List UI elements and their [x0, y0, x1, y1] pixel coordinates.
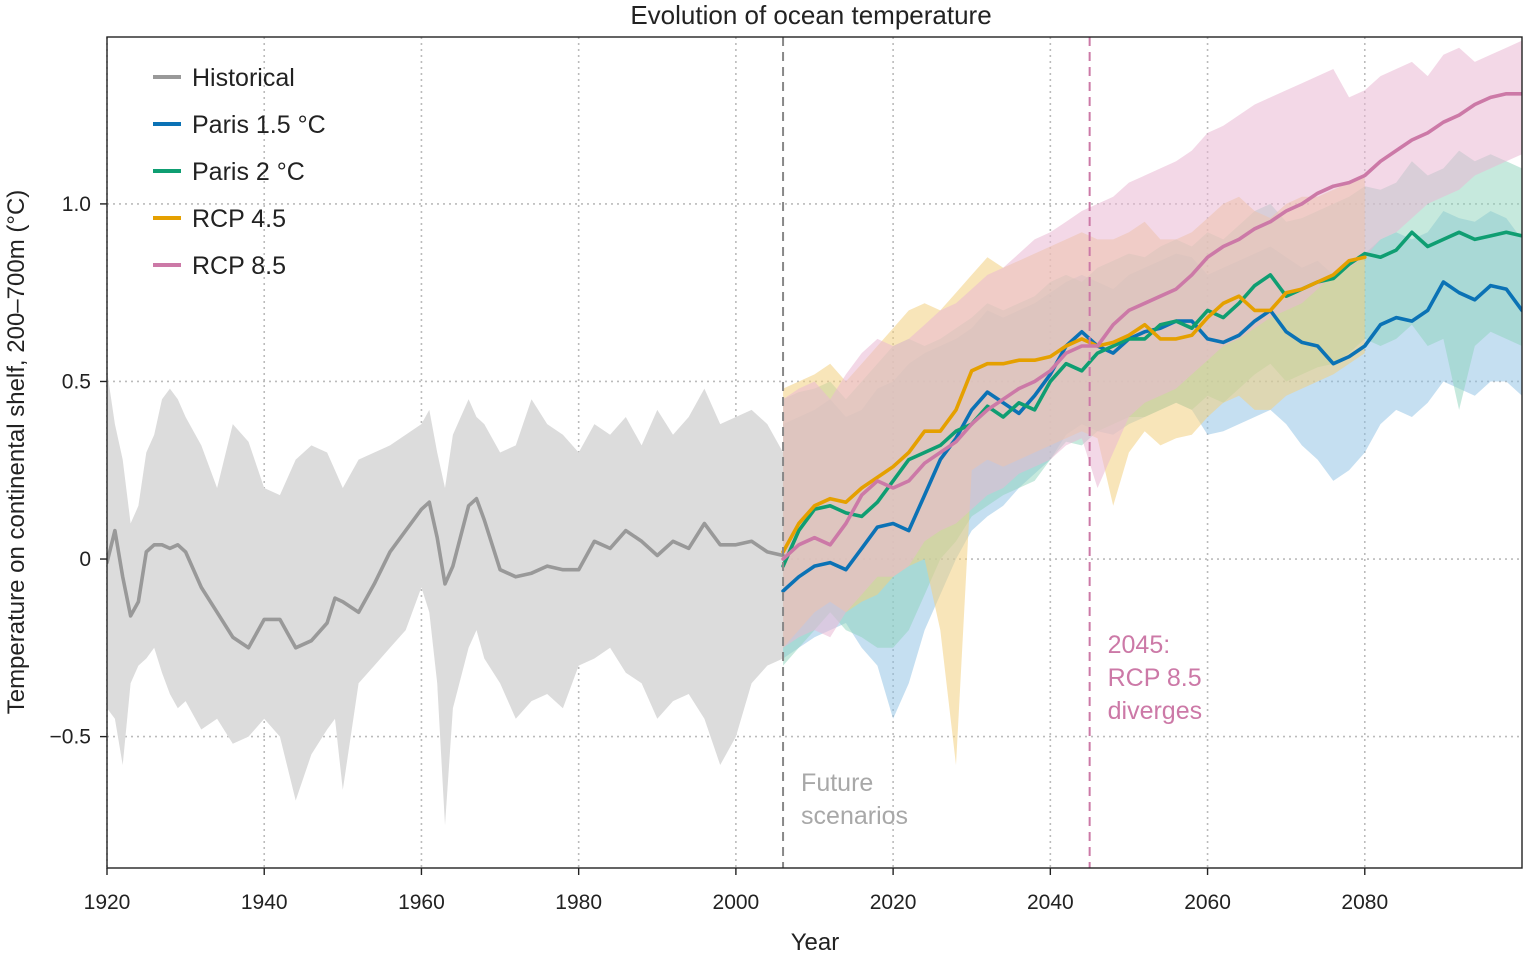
x-tick-label-2020: 2020: [870, 891, 917, 914]
chart-title: Evolution of ocean temperature: [630, 0, 991, 30]
x-tick-label-2060: 2060: [1184, 891, 1231, 914]
plot-frame: [106, 36, 1523, 869]
line-rcp-4-5: [781, 255, 1367, 554]
x-tick-label-1980: 1980: [555, 891, 602, 914]
annotation-2006-line-1: scenarios: [801, 802, 908, 830]
x-tick-label-2080: 2080: [1341, 891, 1388, 914]
annotation-2006-line-0: Future: [801, 769, 873, 797]
y-tick-label-3: 1.0: [62, 193, 91, 216]
line-rcp-8-5: [781, 92, 1522, 561]
y-tick-label-0: −0.5: [50, 726, 91, 749]
x-tick-label-2000: 2000: [713, 891, 760, 914]
annotation-2045-line-0: 2045:: [1108, 631, 1171, 659]
legend: Historical Paris 1.5 °C Paris 2 °C RCP 4.5 R…: [153, 64, 326, 280]
legend-label-rcp-8-5: RCP 8.5: [192, 252, 286, 280]
x-axis-title: Year: [791, 929, 840, 956]
y-tick-label-1: 0: [79, 548, 91, 571]
series-layer: [107, 40, 1522, 826]
legend-label-historical: Historical: [192, 64, 295, 92]
annotation-2045-line-2: diverges: [1108, 697, 1203, 725]
legend-label-paris-1-5-c: Paris 1.5 °C: [192, 111, 326, 139]
x-tick-label-1940: 1940: [241, 891, 288, 914]
band-historical: [107, 370, 784, 826]
x-tick-label-2040: 2040: [1027, 891, 1074, 914]
plot-area: Future scenarios 2045: RCP 8.5 diverges 1920 1…: [50, 36, 1523, 914]
legend-label-rcp-4-5: RCP 4.5: [192, 205, 286, 233]
y-axis-title: Temperature on continental shelf, 200–70…: [3, 190, 30, 715]
x-tick-label-1960: 1960: [398, 891, 445, 914]
legend-label-paris-2-c: Paris 2 °C: [192, 158, 305, 186]
annotation-2045-line-1: RCP 8.5: [1108, 664, 1202, 692]
line-historical: [107, 496, 785, 650]
y-tick-label-2: 0.5: [62, 370, 91, 393]
band-rcp-8-5: [783, 40, 1522, 648]
x-tick-label-1920: 1920: [84, 891, 131, 914]
